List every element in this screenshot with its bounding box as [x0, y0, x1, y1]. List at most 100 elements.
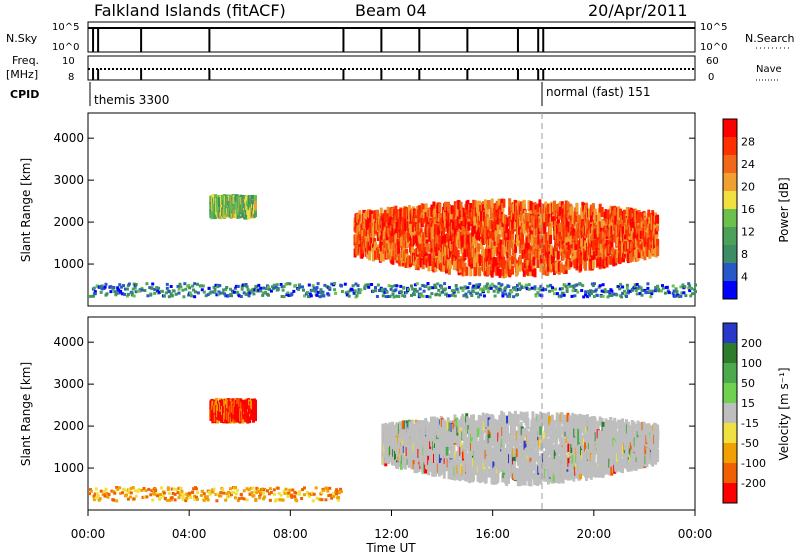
heatmap-cell: [599, 284, 602, 287]
y-tick-label: 1000: [53, 257, 84, 271]
heatmap-cell: [676, 290, 679, 293]
heatmap-cell: [143, 289, 146, 292]
heatmap-cell: [448, 286, 451, 289]
velocity-heatmap: [88, 398, 659, 503]
heatmap-cell: [126, 288, 129, 291]
heatmap-cell: [554, 288, 557, 291]
heatmap-cell: [395, 284, 398, 287]
heatmap-cell: [259, 289, 262, 292]
heatmap-cell: [356, 294, 359, 297]
heatmap-cell: [344, 283, 347, 286]
heatmap-cell: [316, 286, 319, 289]
beam-title: Beam 04: [355, 1, 427, 20]
heatmap-cell: [581, 284, 584, 287]
heatmap-cell: [544, 288, 547, 291]
colorbar-swatch: [723, 173, 737, 192]
heatmap-cell: [479, 293, 482, 296]
heatmap-cell: [146, 294, 149, 297]
heatmap-cell: [267, 294, 270, 297]
heatmap-cell: [171, 294, 174, 297]
heatmap-cell: [490, 287, 493, 290]
heatmap-cell: [93, 287, 96, 290]
heatmap-cell: [435, 293, 438, 296]
heatmap-cell: [478, 283, 481, 286]
heatmap-cell: [399, 285, 402, 288]
heatmap-cell: [694, 284, 697, 287]
heatmap-cell: [233, 291, 236, 294]
heatmap-cell: [431, 286, 434, 289]
heatmap-cell: [528, 288, 531, 291]
heatmap-cell: [478, 267, 481, 276]
heatmap-cell: [188, 286, 191, 289]
heatmap-cell: [407, 288, 410, 291]
heatmap-cell: [370, 283, 373, 286]
heatmap-cell: [593, 282, 596, 285]
heatmap-cell: [246, 285, 249, 288]
nsky-label: N.Sky: [6, 32, 38, 45]
heatmap-cell: [306, 291, 309, 294]
heatmap-cell: [592, 260, 595, 269]
heatmap-cell: [646, 282, 649, 285]
heatmap-cell: [292, 290, 295, 293]
heatmap-cell: [525, 284, 528, 287]
heatmap-cell: [444, 287, 447, 290]
heatmap-cell: [534, 268, 537, 277]
heatmap-cell: [502, 199, 505, 208]
heatmap-cell: [179, 285, 182, 288]
y-tick-label: 3000: [53, 173, 84, 187]
heatmap-cell: [566, 290, 569, 293]
heatmap-cell: [497, 225, 500, 234]
colorbar-swatch: [723, 137, 737, 156]
heatmap-cell: [636, 292, 639, 295]
colorbar-tick-label: 8: [741, 248, 748, 261]
heatmap-cell: [262, 287, 265, 290]
freq-label: Freq.: [12, 54, 39, 67]
nsky-tick-bottom: 10^0: [52, 42, 79, 53]
heatmap-cell: [189, 292, 192, 295]
nsky-tick-top: 10^5: [52, 22, 79, 33]
heatmap-cell: [560, 264, 563, 273]
heatmap-cell: [382, 294, 385, 297]
heatmap-cell: [493, 245, 496, 254]
y-tick-label: 2000: [53, 215, 84, 229]
heatmap-cell: [429, 286, 432, 289]
heatmap-cell: [112, 286, 115, 289]
colorbar-tick-label: 4: [741, 271, 748, 284]
heatmap-cell: [333, 282, 336, 285]
heatmap-cell: [334, 292, 337, 295]
heatmap-cell: [294, 284, 297, 287]
heatmap-cell: [276, 283, 279, 286]
heatmap-cell: [551, 286, 554, 289]
heatmap-cell: [123, 293, 126, 296]
heatmap-cell: [571, 295, 574, 298]
heatmap-cell: [392, 293, 395, 296]
cpid-entry-normal: normal (fast) 151: [546, 85, 650, 99]
heatmap-cell: [500, 283, 503, 286]
freq-panel: Freq. [MHz] 10 8 60 0 Nave: [6, 54, 782, 83]
heatmap-cell: [218, 284, 221, 287]
heatmap-cell: [400, 291, 403, 294]
nsky-gaps: [93, 28, 543, 52]
heatmap-cell: [413, 293, 416, 296]
heatmap-cell: [618, 287, 621, 290]
heatmap-cell: [510, 291, 513, 294]
heatmap-cell: [533, 257, 536, 266]
heatmap-cell: [443, 282, 446, 285]
heatmap-cell: [487, 290, 490, 293]
heatmap-cell: [426, 243, 429, 252]
colorbar-tick-label: 12: [741, 226, 755, 239]
heatmap-cell: [690, 287, 693, 290]
heatmap-cell: [237, 285, 240, 288]
heatmap-cell: [464, 248, 467, 257]
heatmap-cell: [203, 291, 206, 294]
heatmap-cell: [163, 295, 166, 298]
heatmap-cell: [357, 284, 360, 287]
colorbar-swatch: [723, 209, 737, 228]
heatmap-cell: [170, 285, 173, 288]
nsky-tick-top-right: 10^5: [700, 22, 727, 33]
heatmap-cell: [181, 289, 184, 292]
heatmap-cell: [122, 284, 125, 287]
heatmap-cell: [389, 295, 392, 298]
heatmap-cell: [666, 286, 669, 289]
